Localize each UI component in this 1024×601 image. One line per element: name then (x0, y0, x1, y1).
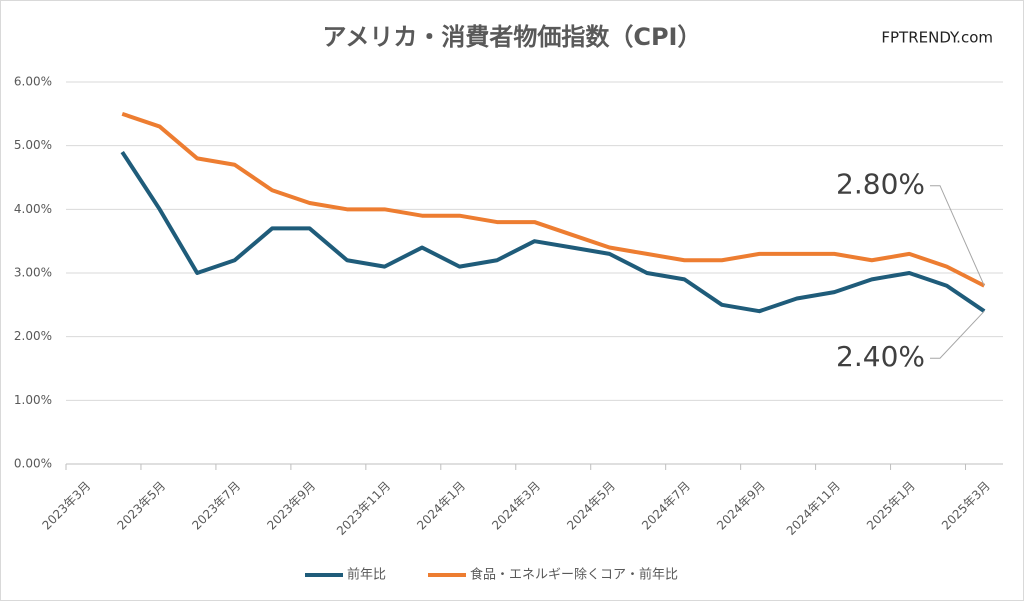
series-line (120, 150, 986, 314)
y-tick-label: 6.00% (14, 75, 52, 89)
data-label: 2.80% (836, 168, 925, 201)
y-tick-label: 4.00% (14, 202, 52, 216)
watermark: FPTRENDY.com (881, 29, 993, 47)
leader-line (930, 185, 985, 286)
leader-line (930, 310, 985, 359)
y-tick-label: 5.00% (14, 138, 52, 152)
series-line (121, 111, 986, 288)
y-tick-label: 2.00% (14, 329, 52, 343)
y-tick-label: 3.00% (14, 266, 52, 280)
legend-label: 食品・エネルギー除くコア・前年比 (470, 567, 678, 583)
data-label: 2.40% (836, 340, 925, 373)
y-tick-label: 0.00% (14, 457, 52, 471)
chart-title: アメリカ・消費者物価指数（CPI） (323, 23, 702, 51)
legend-label: 前年比 (347, 567, 386, 583)
y-tick-label: 1.00% (14, 393, 52, 407)
